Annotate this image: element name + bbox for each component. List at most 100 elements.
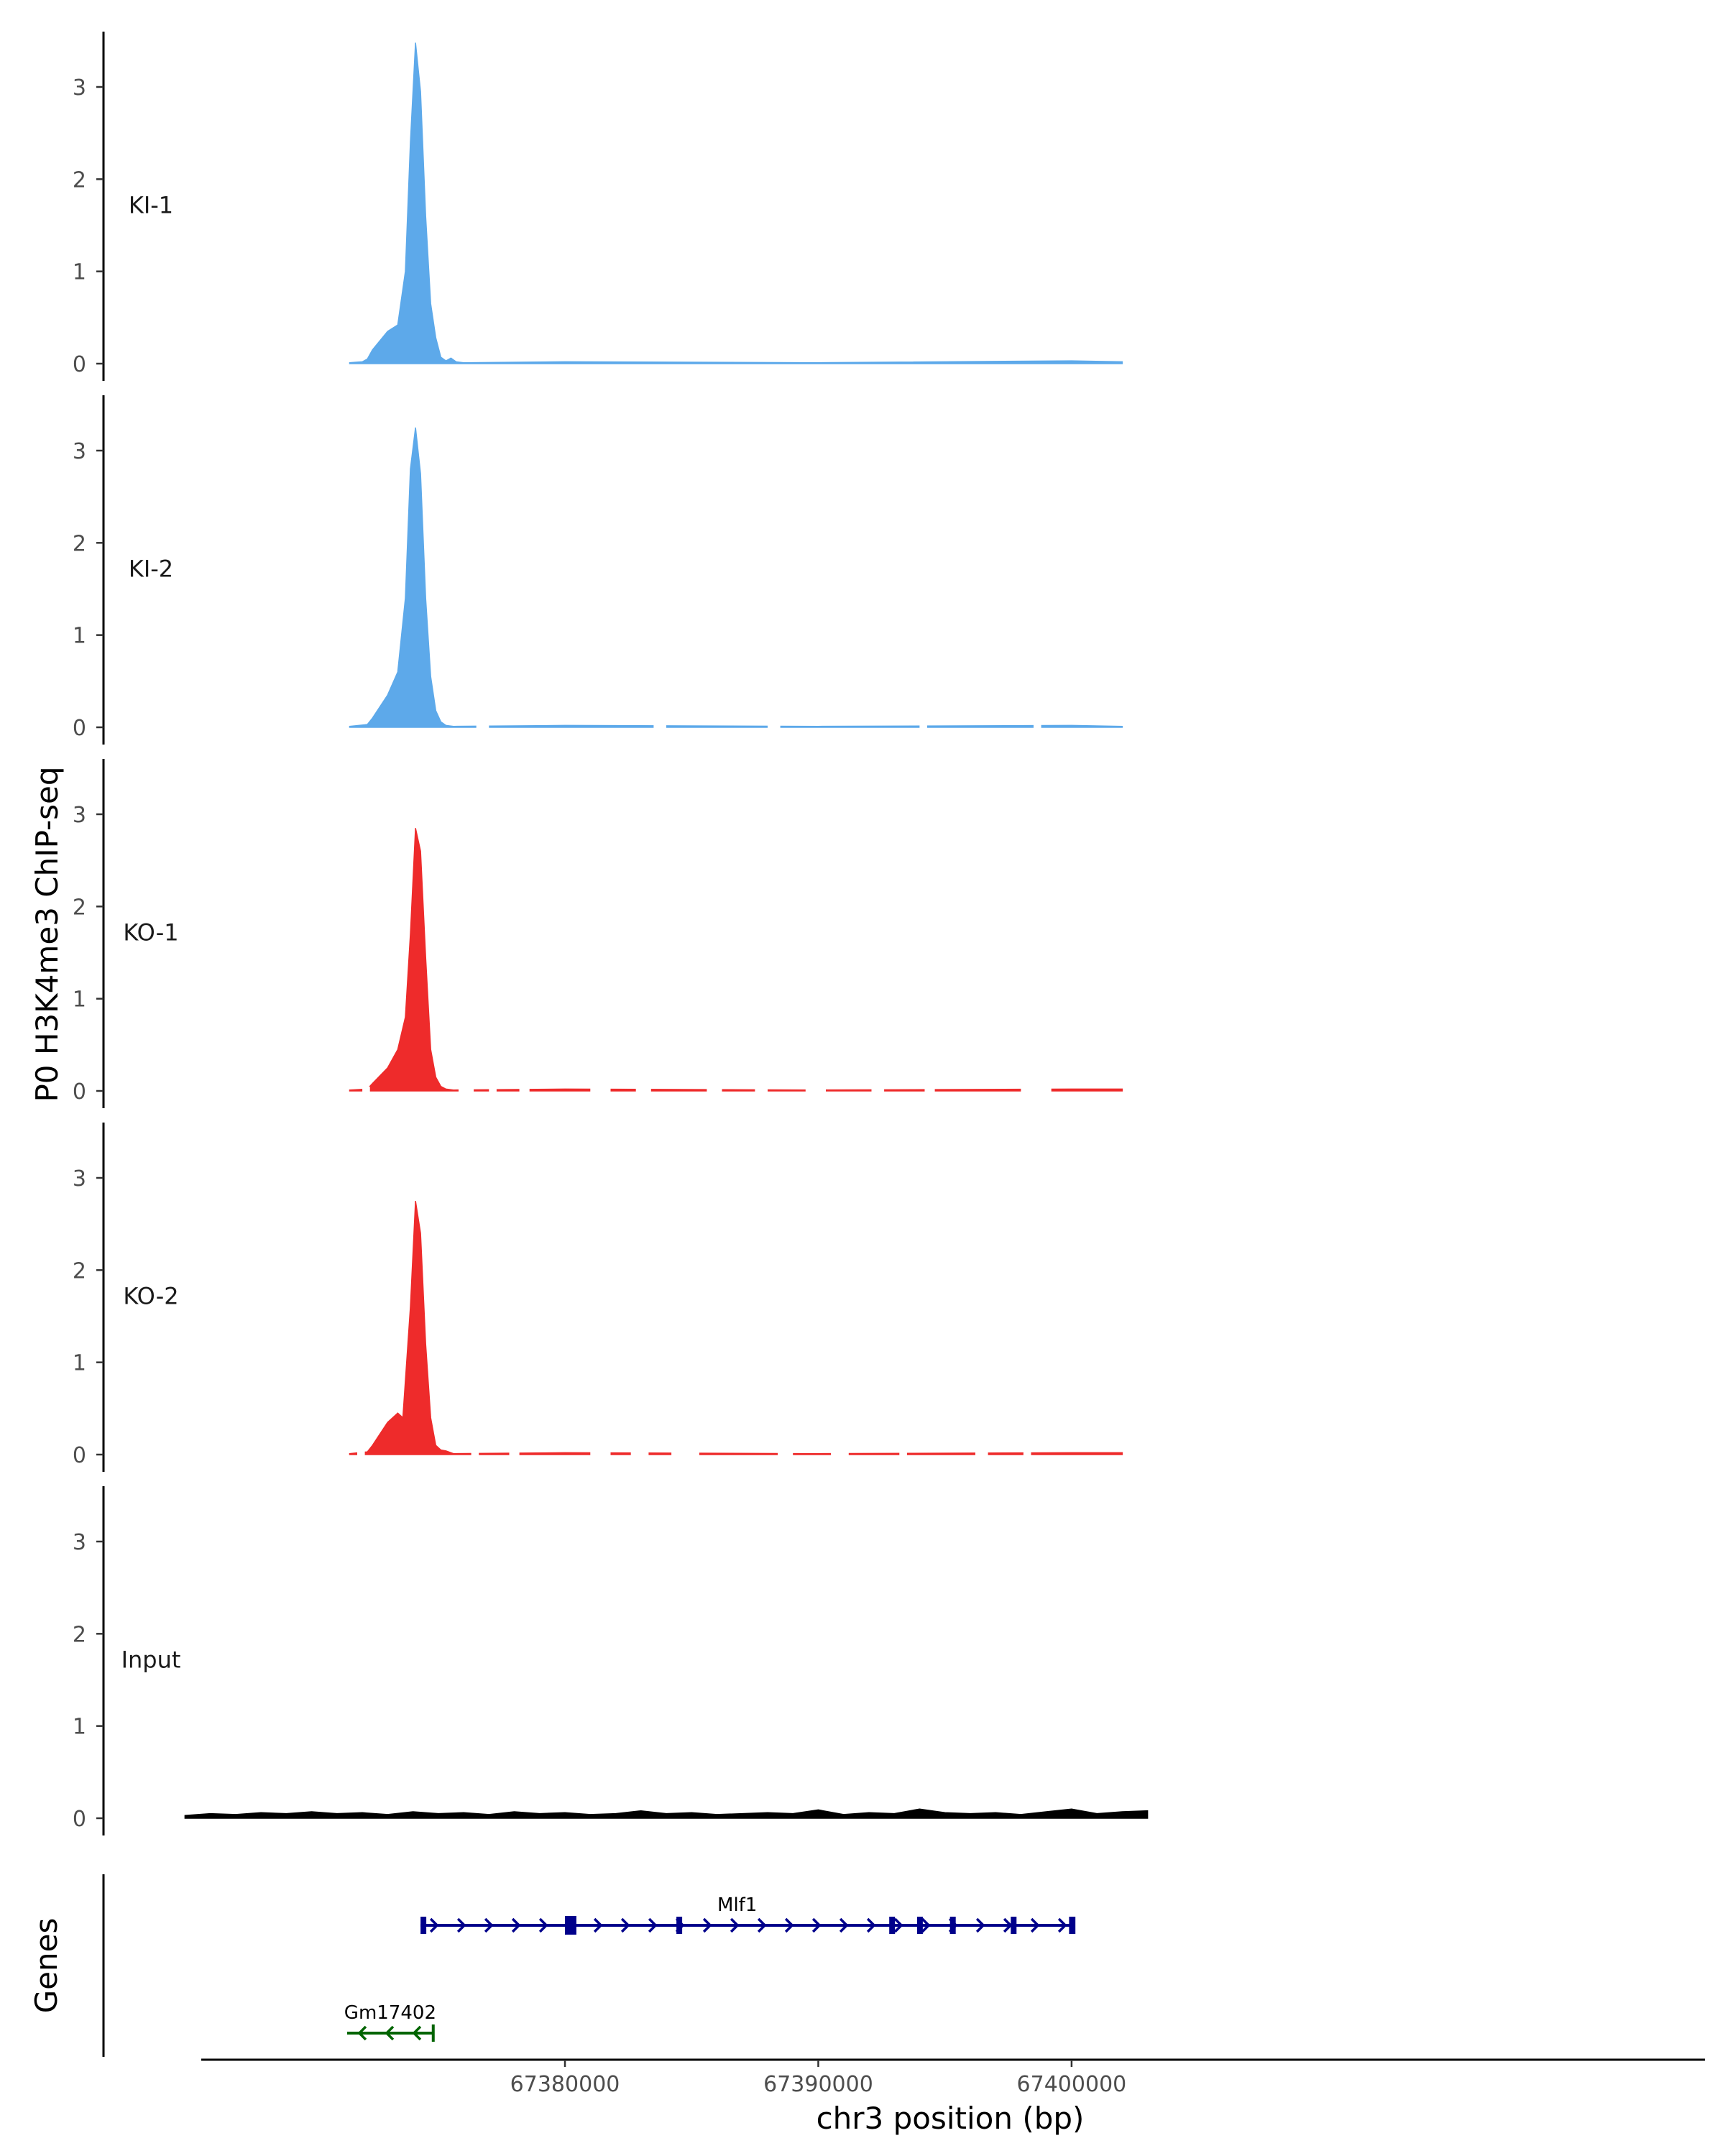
track-panel-ki-1: 0 1 2 3 KI-1 [73,32,1123,381]
strand-arrow [429,1917,439,1933]
strand-arrow [456,1917,466,1933]
strand-arrow [839,1917,849,1933]
baseline-gap [778,1450,794,1459]
strand-arrow [620,1917,630,1933]
baseline-gap [831,1450,849,1459]
x-tick-label: 67380000 [510,2072,620,2097]
track-panel-ki-2: 0 1 2 3 KI-2 [73,395,1123,745]
strand-arrow [757,1917,767,1933]
strand-arrow [538,1917,548,1933]
baseline-gap [519,1087,530,1095]
strand-arrow [730,1917,740,1933]
y-tick-label: 3 [73,1530,86,1555]
y-tick-label: 0 [73,1807,86,1832]
y-tick-label: 2 [73,895,86,920]
coverage-area-ko-1 [349,828,1123,1092]
strand-arrow [648,1917,658,1933]
y-tick-label: 3 [73,803,86,828]
coverage-area-ki-2 [349,427,1123,728]
tracks-layer: 0 1 2 3 KI-1 0 1 2 3 KI-2 0 1 2 3 KO-1 0 1 2 3 KO-2 0 1 2 3 Inpu… [73,32,1149,1835]
y-tick-label: 3 [73,75,86,101]
baseline-gap [919,723,927,732]
axes-layer: 67380000 67390000 67400000 [102,1874,1705,2097]
x-axis-title: chr3 position (bp) [816,2101,1085,2136]
y-tick-label: 1 [73,987,86,1013]
track-label-ko-1: KO-1 [123,919,178,946]
y-tick-label: 0 [73,352,86,377]
track-label-ko-2: KO-2 [123,1283,178,1310]
baseline-gap [924,1087,935,1095]
y-tick-label: 1 [73,1715,86,1740]
gene-label-mlf1: Mlf1 [717,1894,757,1916]
gene-exon [949,1917,956,1934]
baseline-gap [768,723,781,732]
y-tick-label: 3 [73,439,86,464]
baseline-gap [755,1087,768,1095]
x-tick-label: 67400000 [1017,2072,1127,2097]
track-panel-ko-2: 0 1 2 3 KO-2 [73,1123,1123,1472]
baseline-gap [899,1450,907,1459]
baseline-gap [476,723,489,732]
strand-arrow [893,1917,903,1933]
gene-exon [889,1917,896,1934]
strand-arrow [784,1917,794,1933]
y-tick-label: 2 [73,531,86,556]
track-panel-input: 0 1 2 3 Input [73,1486,1149,1835]
genes-track-title: Genes [29,1918,64,2014]
strand-arrow [975,1917,985,1933]
y-tick-label: 3 [73,1166,86,1192]
gene-exon [420,1917,427,1934]
gene-exon [565,1916,576,1935]
x-tick-label: 67390000 [763,2072,873,2097]
track-label-input: Input [121,1646,181,1674]
baseline-gap [590,1450,611,1459]
strand-arrow [702,1917,712,1933]
gene-label-gm17402: Gm17402 [344,2002,436,2024]
gene-gm17402: Gm17402 [344,2002,436,2042]
strand-arrow [1030,1917,1040,1933]
strand-arrow [385,2025,395,2041]
baseline-gap [489,1087,497,1095]
baseline-gap [653,723,666,732]
y-tick-label: 1 [73,624,86,649]
strand-arrow [811,1917,822,1933]
y-tick-label: 2 [73,1258,86,1284]
strand-arrow [357,2025,367,2041]
y-tick-label: 2 [73,167,86,193]
baseline-gap [362,1087,370,1095]
track-label-ki-2: KI-2 [129,556,173,583]
strand-arrow [1057,1917,1067,1933]
y-tick-label: 1 [73,1351,86,1376]
baseline-gap [635,1087,651,1095]
y-tick-label: 0 [73,1443,86,1468]
baseline-gap [707,1087,722,1095]
strand-arrow [921,1917,931,1933]
baseline-gap [590,1087,611,1095]
track-label-ki-1: KI-1 [129,192,173,219]
gene-exon [676,1917,683,1934]
coverage-area-ko-2 [349,1200,1123,1455]
genes-layer: Mlf1 Gm17402 [344,1894,1076,2042]
baseline-gap [671,1450,699,1459]
baseline-gap [1021,1087,1052,1095]
coverage-area-ki-1 [349,42,1123,364]
gene-mlf1: Mlf1 [420,1894,1076,1935]
y-tick-label: 2 [73,1622,86,1647]
baseline-gap [805,1087,826,1095]
y-axis-title: P0 H3K4me3 ChIP-seq [29,766,65,1102]
baseline-gap [975,1450,988,1459]
y-tick-label: 0 [73,1079,86,1105]
strand-arrow [1003,1917,1013,1933]
track-panel-ko-1: 0 1 2 3 KO-1 [73,759,1123,1108]
baseline-gap [357,1450,365,1459]
baseline-gap [459,1087,474,1095]
gene-exon [916,1917,923,1934]
strand-arrow [866,1917,876,1933]
y-tick-label: 0 [73,716,86,741]
baseline-gap [1034,723,1041,732]
strand-arrow [412,2025,422,2041]
strand-arrow [484,1917,494,1933]
gene-exon [1011,1917,1017,1934]
strand-arrow [593,1917,603,1933]
